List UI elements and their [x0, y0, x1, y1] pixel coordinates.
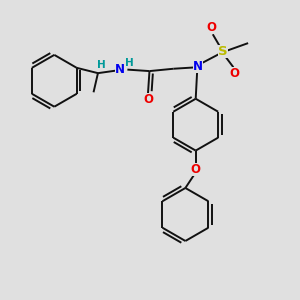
Text: N: N — [193, 61, 203, 74]
Text: H: H — [125, 58, 134, 68]
Text: O: O — [230, 67, 240, 80]
Text: O: O — [143, 93, 153, 106]
Text: O: O — [191, 163, 201, 176]
Text: H: H — [98, 60, 106, 70]
Text: S: S — [218, 45, 228, 58]
Text: N: N — [115, 63, 125, 76]
Text: O: O — [206, 21, 216, 34]
